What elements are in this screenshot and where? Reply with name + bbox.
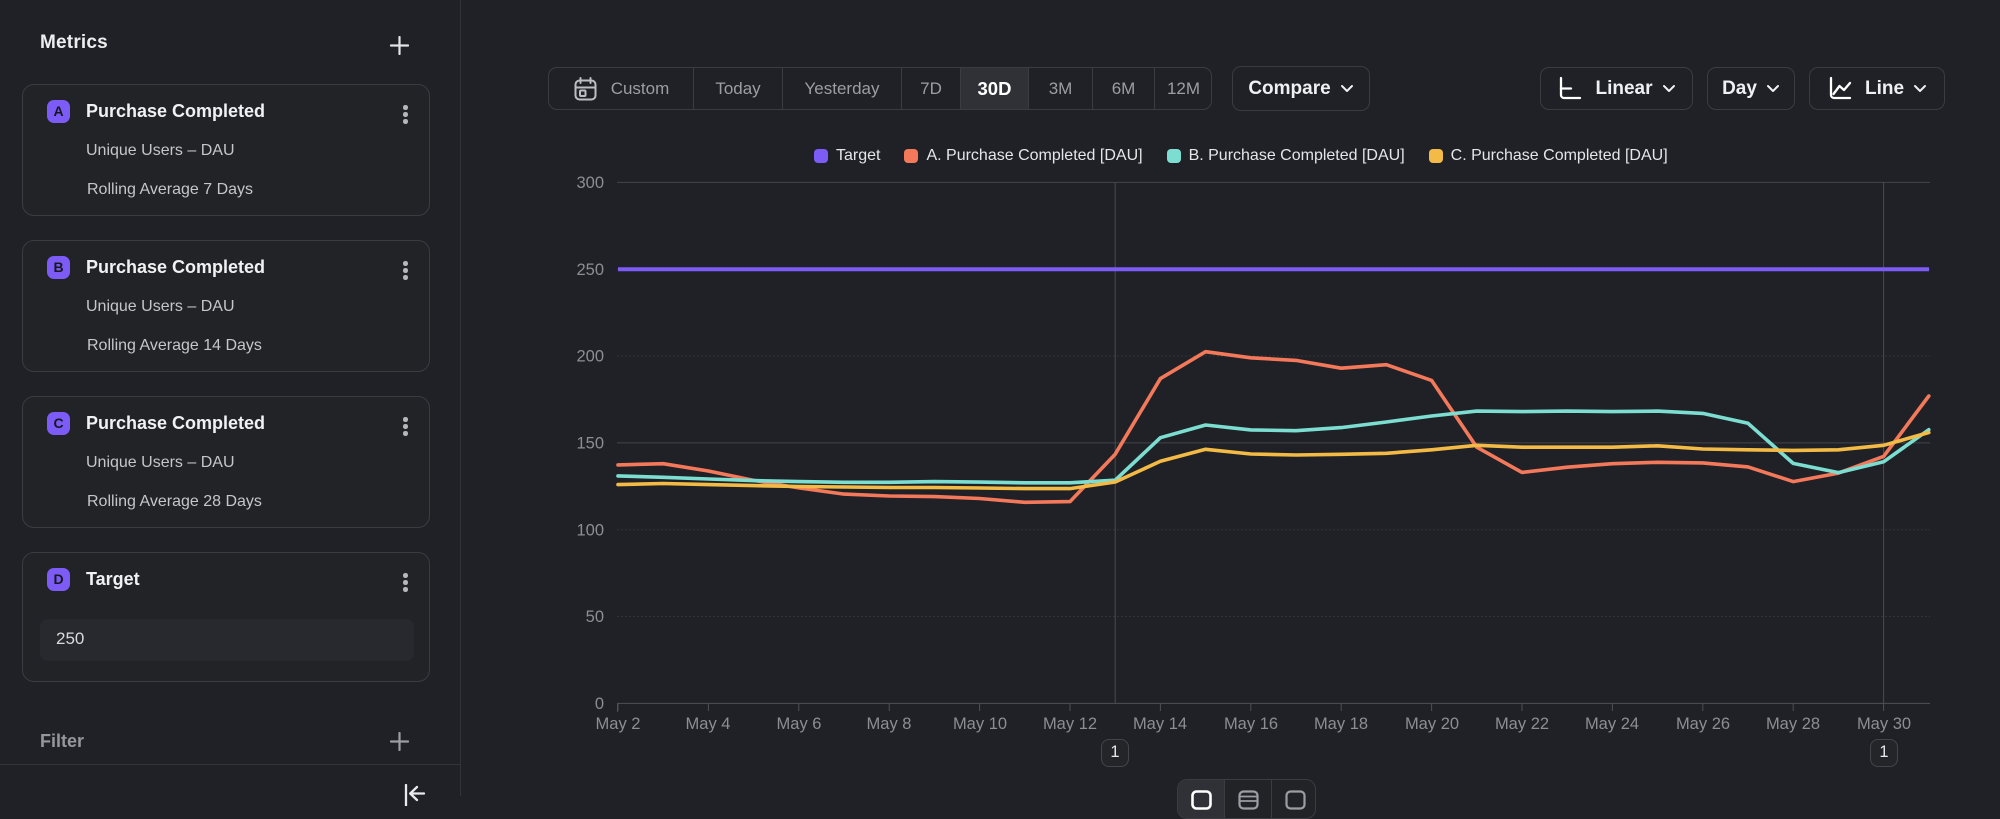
svg-text:May 20: May 20 xyxy=(1405,715,1459,733)
svg-text:May 30: May 30 xyxy=(1857,715,1911,733)
svg-text:May 2: May 2 xyxy=(596,715,641,733)
svg-text:200: 200 xyxy=(576,348,604,366)
svg-text:50: 50 xyxy=(586,608,604,626)
svg-text:May 16: May 16 xyxy=(1224,715,1278,733)
svg-text:May 22: May 22 xyxy=(1495,715,1549,733)
svg-text:May 18: May 18 xyxy=(1314,715,1368,733)
svg-text:0: 0 xyxy=(595,695,604,713)
svg-text:May 4: May 4 xyxy=(686,715,731,733)
svg-text:May 24: May 24 xyxy=(1585,715,1639,733)
svg-text:May 28: May 28 xyxy=(1766,715,1820,733)
svg-text:May 8: May 8 xyxy=(867,715,912,733)
svg-text:May 12: May 12 xyxy=(1043,715,1097,733)
svg-text:May 26: May 26 xyxy=(1676,715,1730,733)
svg-text:150: 150 xyxy=(576,435,604,453)
svg-text:100: 100 xyxy=(576,521,604,539)
svg-text:May 14: May 14 xyxy=(1133,715,1187,733)
svg-text:300: 300 xyxy=(576,174,604,192)
svg-text:May 6: May 6 xyxy=(777,715,822,733)
svg-text:May 10: May 10 xyxy=(953,715,1007,733)
svg-text:250: 250 xyxy=(576,261,604,279)
